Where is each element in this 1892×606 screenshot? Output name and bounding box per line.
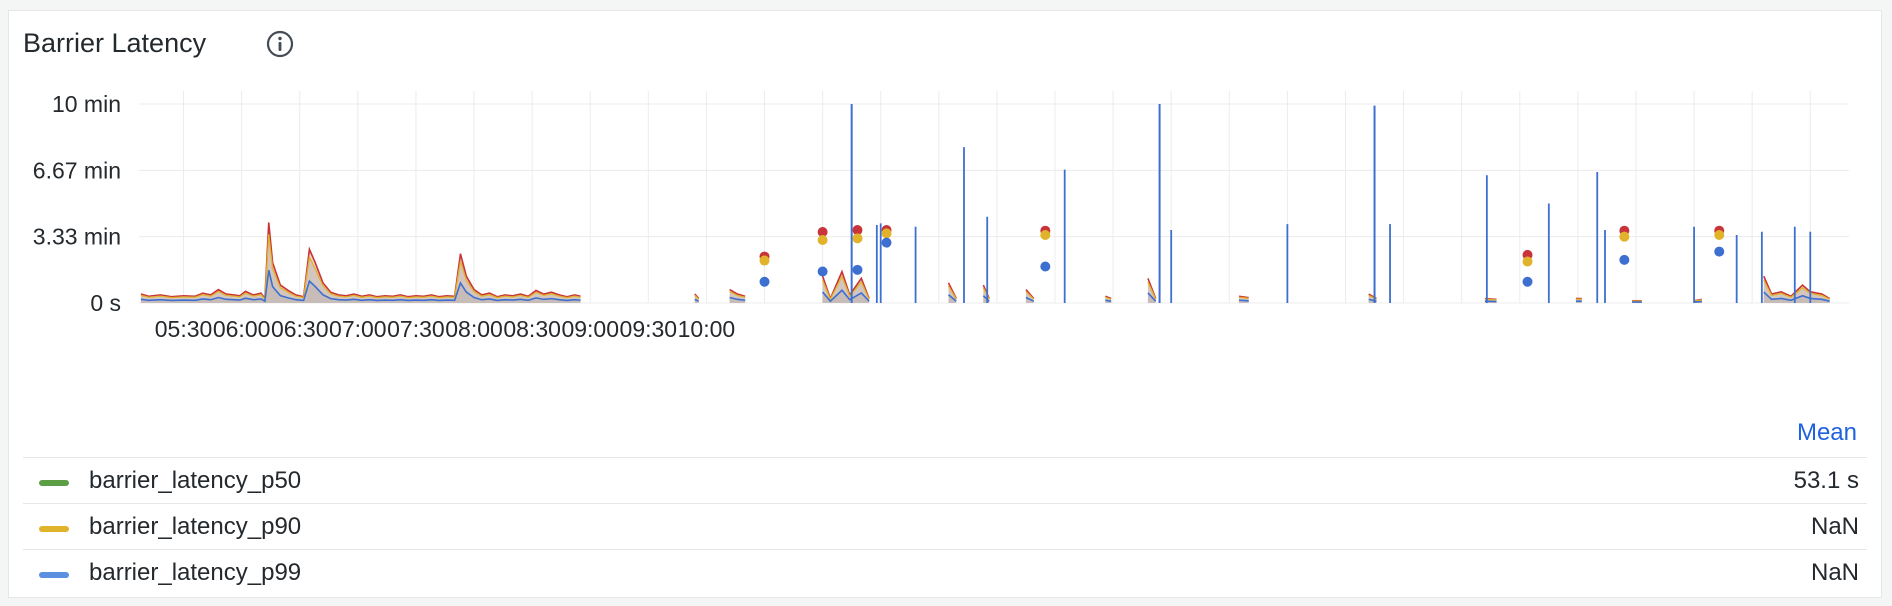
series-line-p50 (694, 298, 700, 302)
info-circle-icon[interactable] (265, 29, 295, 59)
series-line-p50 (140, 269, 581, 303)
y-tick-label: 3.33 min (33, 224, 121, 250)
series-line-p90 (822, 274, 870, 301)
chart-area[interactable]: 0 s 3.33 min 6.67 min 10 min 05:30 06:00 06:30… (9, 71, 1881, 421)
data-point-p99 (852, 225, 863, 236)
series-line-p90 (1693, 299, 1702, 302)
data-point-p50 (1714, 246, 1725, 257)
y-tick-label: 0 s (90, 290, 121, 316)
series-line-p90 (1105, 296, 1112, 300)
legend-series-mean: 53.1 s (1793, 467, 1859, 494)
series-line-p90 (1025, 291, 1035, 300)
series-line-p50 (1105, 299, 1112, 302)
series-line-p50 (1238, 299, 1249, 302)
data-point-p99 (817, 227, 828, 238)
series-line-p50 (982, 295, 990, 302)
series-area-p50 (140, 270, 581, 303)
series-line-p50 (822, 289, 870, 303)
series-line-p90 (947, 285, 957, 300)
x-tick-label: 07:00 (329, 316, 387, 342)
series-line-p99 (1105, 295, 1112, 300)
series-area-p99 (140, 222, 581, 303)
legend-swatch-p99 (39, 572, 69, 578)
data-point-p90 (1619, 231, 1630, 242)
data-point-p90 (1040, 230, 1051, 241)
legend-series-name: barrier_latency_p90 (89, 513, 302, 540)
legend-mean-header[interactable]: Mean (1796, 419, 1857, 446)
series-line-p50 (1763, 291, 1830, 302)
x-tick-label: 10:00 (678, 316, 736, 342)
series-line-p50 (729, 296, 746, 302)
data-point-p50 (1040, 261, 1051, 272)
series-line-p99 (140, 222, 581, 301)
series-line-p90 (1238, 296, 1249, 300)
data-point-p50 (759, 276, 770, 287)
legend-series-mean: NaN (1810, 513, 1859, 540)
legend-row-p50[interactable]: barrier_latency_p50 53.1 s (23, 457, 1867, 503)
series-line-p90 (982, 287, 990, 300)
series-line-p90 (140, 234, 581, 301)
legend-row-p90[interactable]: barrier_latency_p90 NaN (23, 503, 1867, 549)
series-area-p50 (1763, 292, 1830, 303)
data-point-p90 (1522, 256, 1533, 267)
series-line-p99 (729, 288, 746, 298)
x-tick-label: 07:30 (387, 316, 445, 342)
data-point-p90 (852, 233, 863, 244)
series-line-p50 (947, 294, 957, 302)
legend: barrier_latency_p50 53.1 s barrier_laten… (23, 457, 1867, 585)
x-tick-label: 09:00 (561, 316, 619, 342)
data-point-p50 (1522, 276, 1533, 287)
legend-series-name: barrier_latency_p99 (89, 559, 302, 585)
series-area-p90 (1763, 280, 1830, 303)
series-line-p99 (1763, 275, 1831, 300)
data-point-p50 (1619, 254, 1630, 265)
legend-swatch-p50 (39, 480, 69, 486)
data-point-p50 (817, 266, 828, 277)
series-line-p90 (1147, 281, 1157, 300)
x-tick-label: 06:30 (271, 316, 329, 342)
x-tick-label: 05:30 (155, 316, 213, 342)
barrier-latency-panel: Barrier Latency 0 s 3.33 min 6.67 min 10 mi… (8, 10, 1882, 598)
data-point-p90 (881, 228, 892, 239)
series-line-p50 (1147, 292, 1157, 302)
data-point-p50 (852, 264, 863, 275)
x-tick-label: 09:30 (620, 316, 678, 342)
data-point-p90 (1714, 230, 1725, 241)
series-area-p50 (822, 290, 870, 303)
y-tick-label: 10 min (52, 91, 121, 117)
series-line-p50 (1025, 296, 1035, 302)
series-line-p90 (1763, 279, 1830, 300)
series-line-p99 (1238, 295, 1249, 299)
data-point-p90 (817, 234, 828, 245)
panel-title: Barrier Latency (23, 28, 207, 58)
series-line-p50 (1694, 300, 1702, 303)
y-tick-label: 6.67 min (33, 157, 121, 183)
x-tick-label: 08:00 (445, 316, 503, 342)
latency-chart[interactable]: 0 s 3.33 min 6.67 min 10 min 05:30 06:00 06:30… (9, 71, 1881, 421)
series-line-p90 (729, 290, 746, 298)
x-tick-label: 08:30 (503, 316, 561, 342)
legend-swatch-p90 (39, 526, 69, 532)
legend-series-mean: NaN (1810, 559, 1859, 585)
series-area-p90 (140, 234, 581, 303)
legend-series-name: barrier_latency_p50 (89, 467, 302, 494)
series-line-p90 (694, 294, 700, 300)
legend-row-p99[interactable]: barrier_latency_p99 NaN (23, 549, 1867, 585)
data-point-p50 (881, 237, 892, 248)
data-point-p90 (759, 255, 770, 266)
x-tick-label: 06:00 (213, 316, 271, 342)
